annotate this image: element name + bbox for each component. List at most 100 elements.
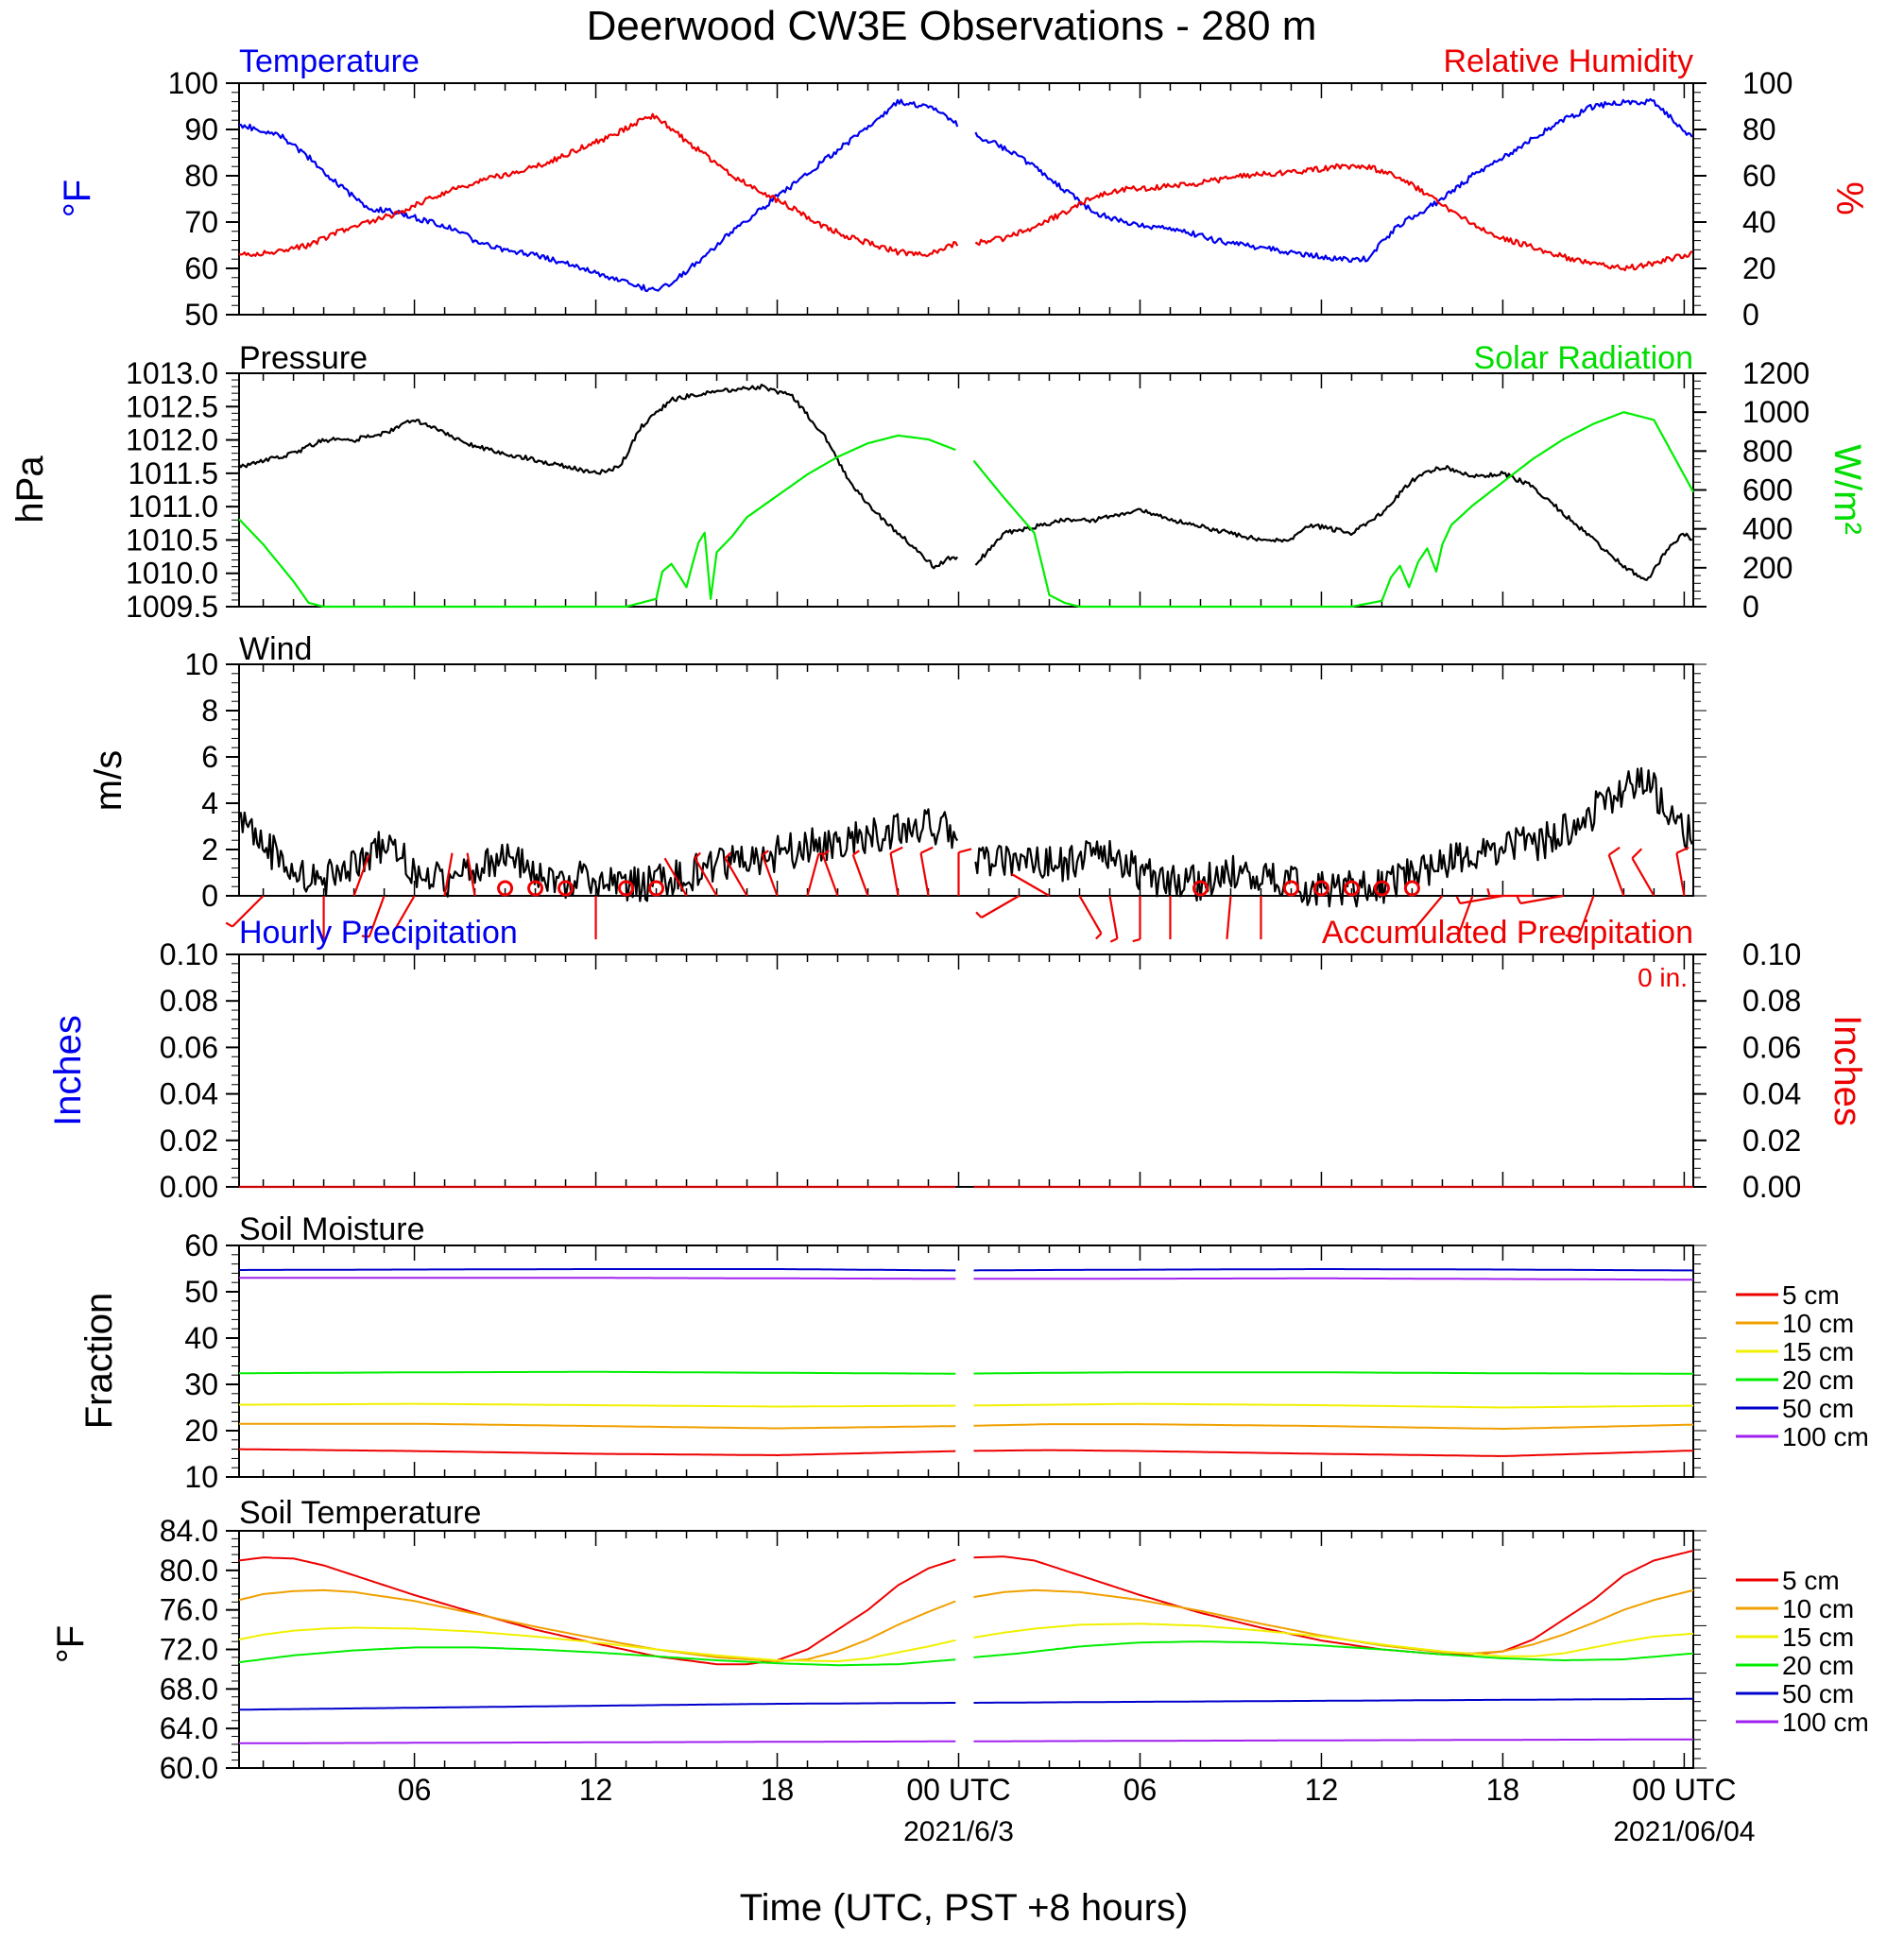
wind-calm-circle — [1312, 880, 1329, 897]
soil_temperature-y-tick-label: 80.0 — [160, 1554, 218, 1588]
x-tick-label: 12 — [1305, 1773, 1339, 1807]
precip-y-tick-label-right: 0.06 — [1742, 1030, 1801, 1064]
wind-barb-flag — [361, 935, 369, 938]
wind-calm-circle — [618, 880, 635, 897]
x-tick-label: 12 — [579, 1773, 613, 1807]
precip-plot-frame — [238, 953, 1694, 1188]
soil_temperature-legend-label: 20 cm — [1782, 1651, 1854, 1680]
wind-barb — [761, 854, 779, 897]
temp_rh-y-tick-label: 70 — [184, 205, 218, 239]
pressure_solar-y-tick-label-right: 600 — [1742, 473, 1793, 507]
precip-y-tick-label-right: 0.02 — [1742, 1124, 1801, 1158]
wind-barb-flag — [852, 850, 860, 856]
soil_moisture-y-tick-label: 30 — [184, 1367, 218, 1401]
pressure_solar-y-tick-label: 1012.0 — [126, 423, 218, 457]
wind-barb-flag — [1631, 848, 1643, 859]
wind-plot-frame — [238, 663, 1694, 897]
x-date-label: 2021/06/04 — [1613, 1816, 1755, 1847]
pressure_solar-y-tick-label: 1011.0 — [129, 489, 219, 524]
wind-y-tick-label: 10 — [184, 647, 218, 681]
wind-barb — [1226, 895, 1232, 939]
soil_moisture-y-tick-label: 40 — [184, 1321, 218, 1355]
humidity-title: Relative Humidity — [1443, 43, 1693, 79]
wind-y-tick-label: 6 — [201, 740, 218, 774]
soil_moisture-series-10-cm — [239, 1422, 1694, 1430]
wind-axis-label: m/s — [88, 750, 129, 811]
temp_rh-y-tick-label: 90 — [184, 112, 218, 146]
wind-barb — [821, 854, 839, 897]
pressure_solar-series-pressure — [238, 384, 1693, 581]
precip-y-tick-label-right: 0.08 — [1742, 984, 1801, 1018]
pressure-title: Pressure — [239, 340, 368, 376]
x-tick-label: 06 — [1124, 1773, 1158, 1807]
wind-barb-flag — [958, 848, 972, 854]
x-tick-label: 18 — [761, 1773, 795, 1807]
pressure_solar-y-tick-label: 1009.5 — [126, 590, 218, 624]
soil_temperature-series-15-cm — [238, 1622, 1694, 1662]
soil_moisture-y-tick-label: 10 — [184, 1460, 218, 1494]
temp_rh-series-temperature — [238, 97, 1693, 293]
wind-barb-flag — [1109, 937, 1118, 943]
soil_temperature-series-20-cm — [238, 1640, 1694, 1667]
wind-title: Wind — [239, 631, 312, 667]
wind-barb — [368, 895, 386, 937]
wind-calm-circle — [1282, 880, 1299, 897]
temp_rh-y-tick-label: 50 — [184, 298, 218, 332]
temperature-title: Temperature — [239, 43, 420, 79]
pressure-axis-label: hPa — [9, 455, 51, 524]
wind-barb — [391, 895, 416, 935]
precip-y-tick-label: 0.06 — [160, 1030, 218, 1064]
wind-calm-circle — [1403, 880, 1420, 897]
wind-barb — [851, 854, 869, 897]
wind-barb-flag — [1095, 933, 1103, 940]
soil-moisture-title: Soil Moisture — [239, 1211, 425, 1247]
soil-temperature-panel: Soil Temperature °F 84.0 80.0 76.0 72.0 68.0… — [50, 1495, 1869, 1785]
wind-barb-flag — [1486, 887, 1491, 897]
soil_moisture-y-tick-label: 20 — [184, 1414, 218, 1448]
soil_temperature-series-50-cm — [239, 1697, 1693, 1711]
wind-barb — [694, 857, 718, 897]
soil_temperature-y-tick-label: 60.0 — [160, 1751, 218, 1785]
soil_moisture-series-50-cm — [239, 1268, 1694, 1272]
soil_moisture-y-tick-label: 50 — [184, 1275, 218, 1309]
wind-barb — [1011, 873, 1051, 897]
soil_moisture-series-5-cm — [239, 1448, 1694, 1457]
wind-barb — [1459, 894, 1503, 905]
temp_rh-series-relative-humidity — [238, 112, 1693, 272]
pressure-solar-panel: Pressure Solar Radiation hPa W/m² 1013.0… — [9, 340, 1868, 624]
wind-barb-flag — [762, 850, 769, 856]
wind-calm-circle — [1373, 880, 1390, 897]
wind-calm-circle — [527, 880, 544, 897]
soil_moisture-legend-label: 10 cm — [1782, 1309, 1854, 1338]
soil_moisture-legend-label: 20 cm — [1782, 1365, 1854, 1395]
temp_rh-y-tick-label-right: 80 — [1742, 112, 1776, 146]
hourly-precip-axis-label: Inches — [47, 1015, 89, 1126]
x-axis-label: Time (UTC, PST +8 hours) — [740, 1887, 1189, 1929]
wind-barb — [466, 852, 476, 897]
wind-barb — [443, 852, 454, 897]
precip-y-tick-label-right: 0.10 — [1742, 937, 1801, 971]
wind-barb — [1675, 852, 1686, 897]
temp_rh-y-tick-label: 80 — [184, 159, 218, 193]
soil_moisture-legend-label: 50 cm — [1782, 1394, 1854, 1423]
precip-y-tick-label-right: 0.04 — [1742, 1077, 1801, 1111]
wind-barb-flag — [1675, 846, 1690, 854]
soil_temperature-y-tick-label: 68.0 — [160, 1672, 218, 1706]
x-tick-label: 06 — [398, 1773, 432, 1807]
wind-barb-flag — [890, 846, 903, 854]
soil_temperature-legend-label: 10 cm — [1782, 1594, 1854, 1623]
soil_moisture-y-tick-label: 60 — [184, 1228, 218, 1262]
soil_moisture-series-100-cm — [239, 1277, 1694, 1281]
precip-y-tick-label: 0.00 — [160, 1170, 218, 1204]
wind-barb-flag — [694, 851, 701, 859]
wind-barb — [806, 853, 820, 897]
wind-y-tick-label: 8 — [201, 694, 218, 728]
wind-barb-flag — [1608, 846, 1621, 856]
soil_temperature-legend-label: 100 cm — [1782, 1708, 1869, 1737]
pressure_solar-y-tick-label-right: 200 — [1742, 551, 1793, 585]
pressure_solar-y-tick-label: 1011.5 — [129, 456, 219, 490]
wind-series-wind — [237, 766, 1693, 908]
hourly-precip-title: Hourly Precipitation — [239, 915, 518, 951]
